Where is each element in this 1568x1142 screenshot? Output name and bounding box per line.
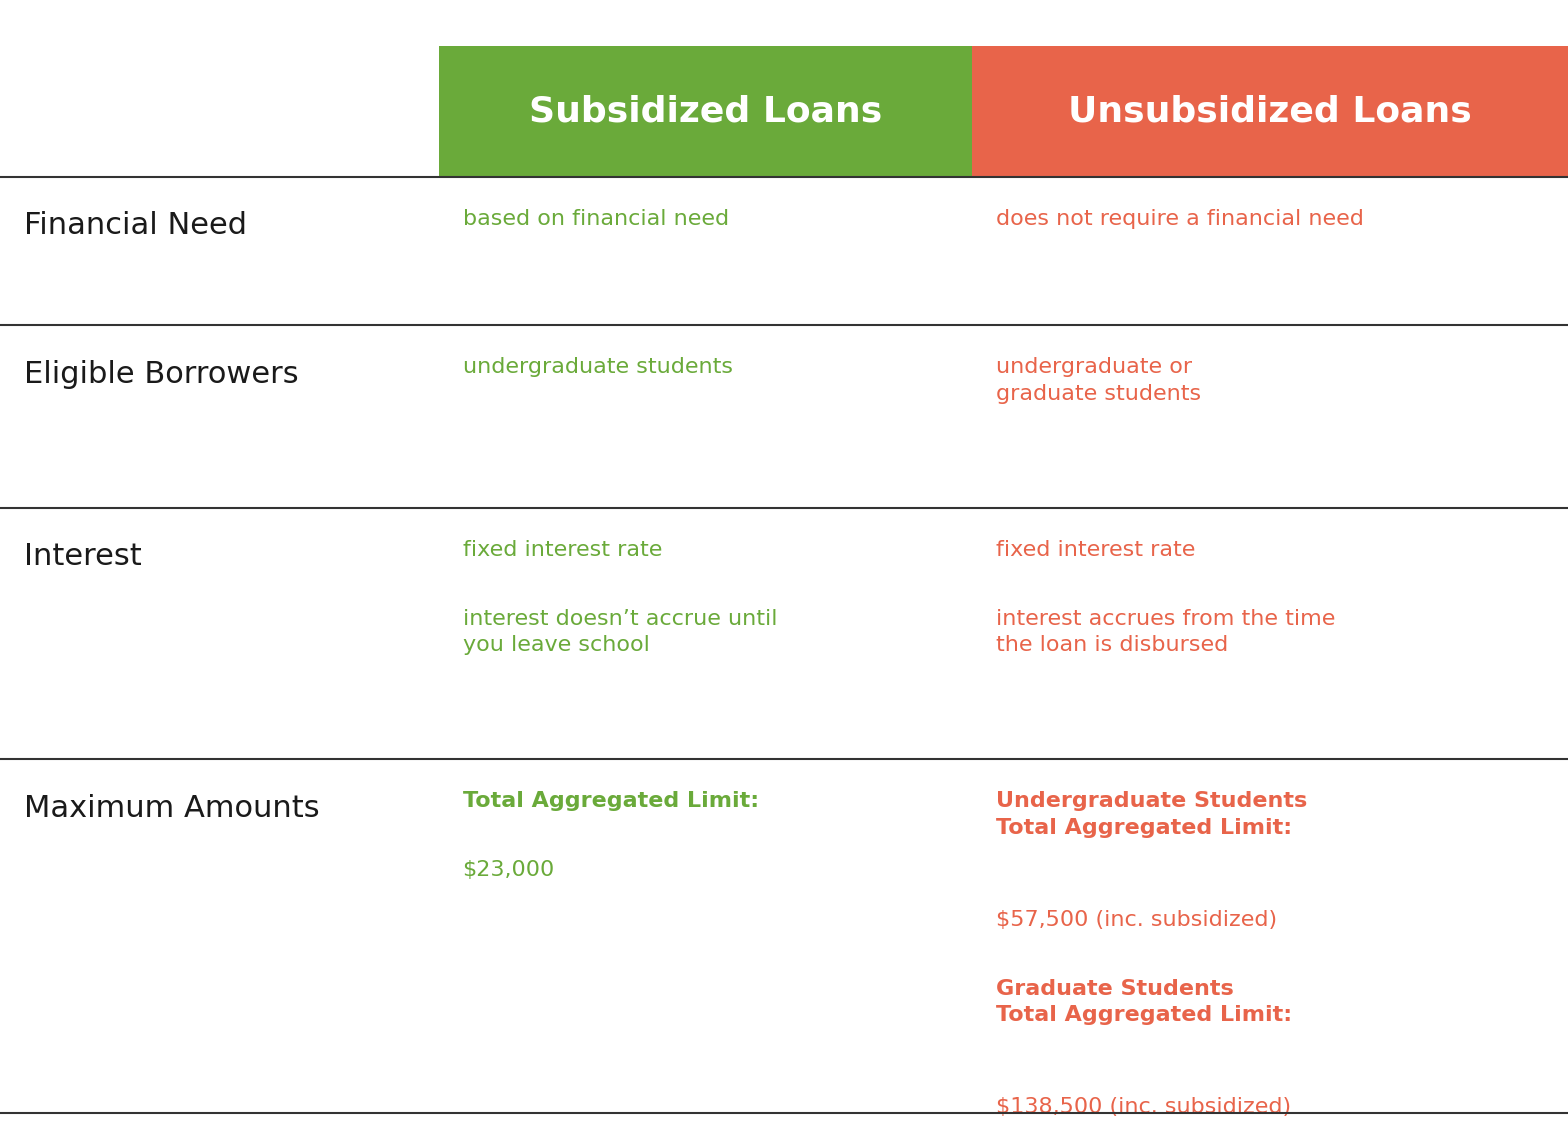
Text: Eligible Borrowers: Eligible Borrowers <box>24 360 298 388</box>
Text: Unsubsidized Loans: Unsubsidized Loans <box>1068 95 1472 128</box>
Text: fixed interest rate: fixed interest rate <box>463 540 662 561</box>
Text: undergraduate students: undergraduate students <box>463 357 732 378</box>
Text: interest doesn’t accrue until
you leave school: interest doesn’t accrue until you leave … <box>463 609 778 656</box>
Text: Subsidized Loans: Subsidized Loans <box>528 95 883 128</box>
Text: Interest: Interest <box>24 542 141 571</box>
Text: Total Aggregated Limit:: Total Aggregated Limit: <box>463 791 759 812</box>
Text: based on financial need: based on financial need <box>463 209 729 230</box>
Text: $138,500 (inc. subsidized): $138,500 (inc. subsidized) <box>996 1097 1290 1118</box>
Text: undergraduate or
graduate students: undergraduate or graduate students <box>996 357 1201 404</box>
Text: $23,000: $23,000 <box>463 860 555 880</box>
Text: does not require a financial need: does not require a financial need <box>996 209 1364 230</box>
Text: interest accrues from the time
the loan is disbursed: interest accrues from the time the loan … <box>996 609 1334 656</box>
Text: $57,500 (inc. subsidized): $57,500 (inc. subsidized) <box>996 910 1276 931</box>
Text: Graduate Students
Total Aggregated Limit:: Graduate Students Total Aggregated Limit… <box>996 979 1292 1026</box>
FancyBboxPatch shape <box>439 46 972 177</box>
Text: fixed interest rate: fixed interest rate <box>996 540 1195 561</box>
Text: Financial Need: Financial Need <box>24 211 246 240</box>
FancyBboxPatch shape <box>972 46 1568 177</box>
Text: Undergraduate Students
Total Aggregated Limit:: Undergraduate Students Total Aggregated … <box>996 791 1308 838</box>
Text: Maximum Amounts: Maximum Amounts <box>24 794 320 822</box>
